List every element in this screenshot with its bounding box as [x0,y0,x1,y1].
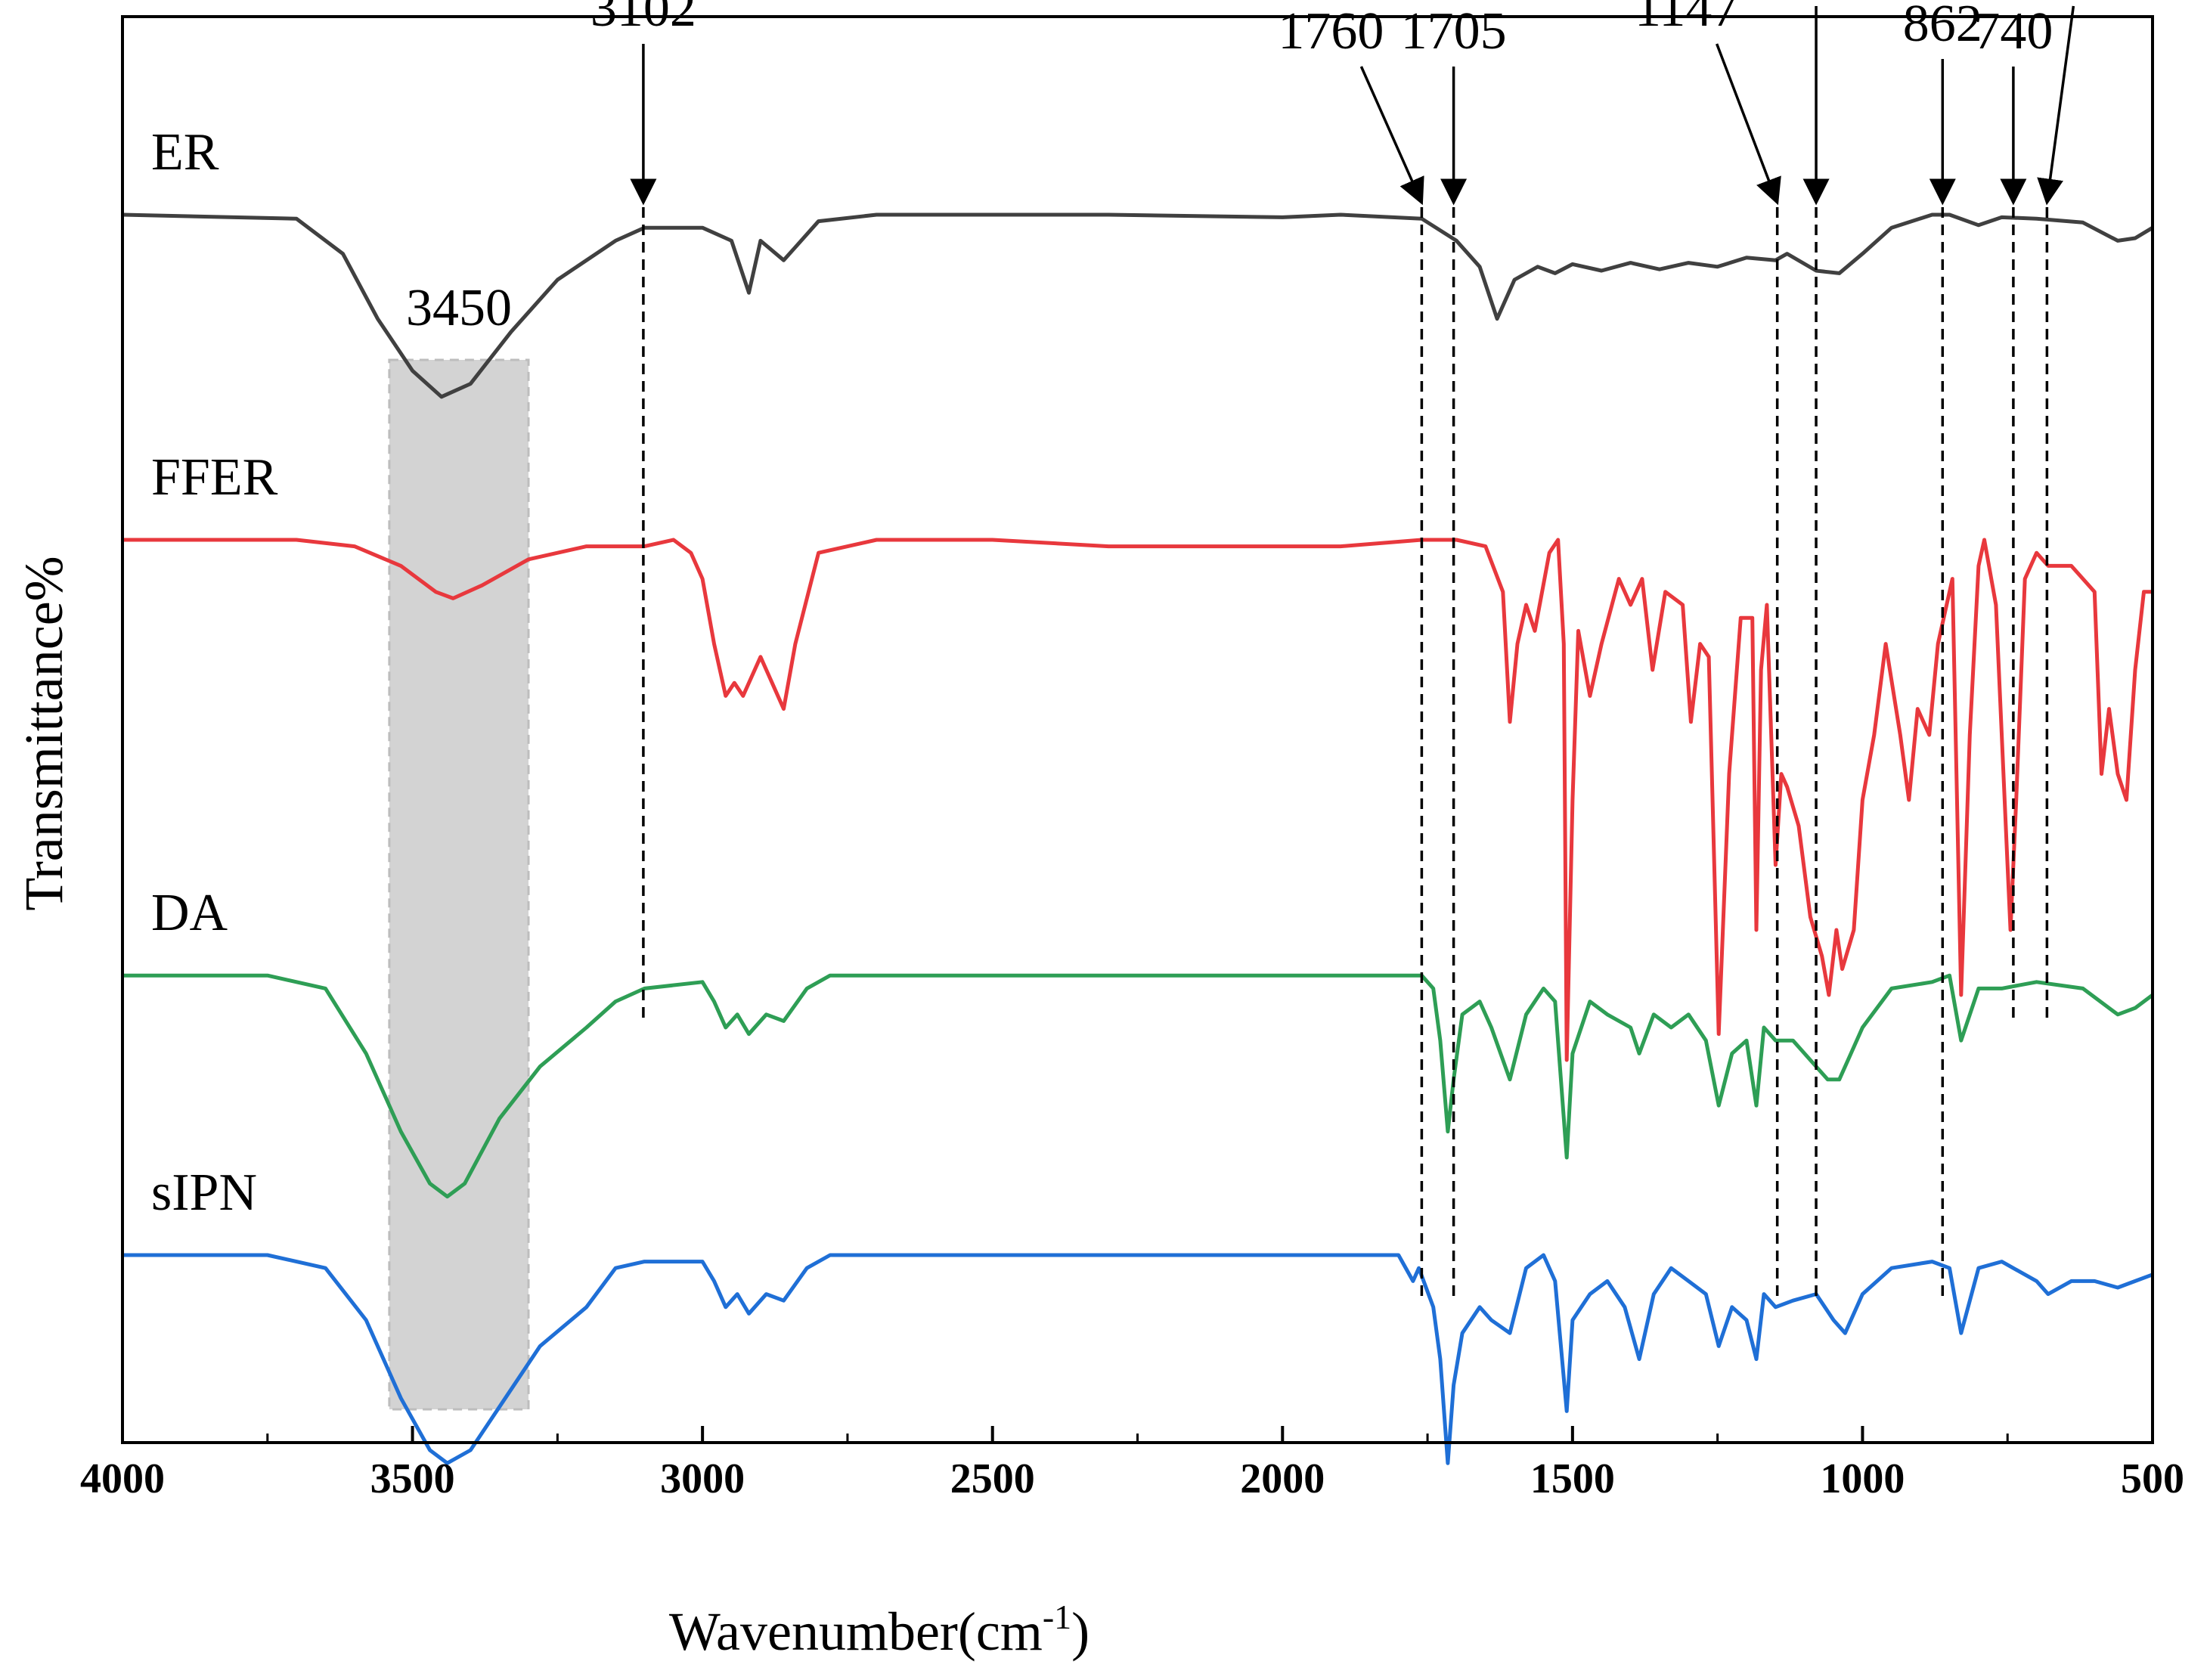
series-line-da [122,973,2154,1199]
highlight-band-layer: 3450 [388,279,530,1411]
axis-layer: 4000 3500 3000 2500 2000 1500 1000 500 [80,15,2184,1502]
series-label-er: ER [151,123,219,181]
x-tick-label-2000: 2000 [1240,1455,1325,1502]
x-axis-title-main: Wavenumber(cm [669,1601,1043,1662]
series-label-da: DA [151,884,228,942]
highlight-band [388,358,530,1411]
x-tick-label-2500: 2500 [950,1455,1035,1502]
series-line-er [122,212,2154,399]
x-tick-label-3500: 3500 [370,1455,455,1502]
x-tick-label-500: 500 [2121,1455,2184,1502]
series-label-sipn: sIPN [151,1164,257,1222]
annotation-label-1760: 1760 [1278,2,1384,60]
series-layer: ER FFER DA sIPN [122,123,2154,1465]
annotation-label-1147: 1147 [1635,0,1738,38]
annotation-arrow-1147 [1716,43,1781,206]
annotation-label-740: 740 [1973,2,2053,60]
x-axis-title-close: ) [1071,1601,1090,1662]
x-tick-label-3000: 3000 [660,1455,745,1502]
annotation-arrow-682 [2037,5,2075,206]
annotation-label-862: 862 [1903,0,1982,53]
annotation-arrow-1760 [1359,66,1424,206]
highlight-band-label: 3450 [406,279,512,337]
series-label-ffer: FFER [151,448,278,507]
annotation-label-3102: 3102 [590,0,696,38]
annotation-label-1705: 1705 [1401,2,1507,60]
x-axis-title-sup: -1 [1043,1598,1071,1636]
series-line-sipn [122,1253,2153,1465]
y-axis-title: Transmittance% [14,556,74,910]
x-axis-title: Wavenumber(cm-1) [669,1598,1090,1662]
x-tick-label-4000: 4000 [80,1455,165,1502]
annotation-layer: 31021760170511471080862740682 [590,0,2075,1300]
x-tick-label-1000: 1000 [1820,1455,1905,1502]
x-tick-label-1500: 1500 [1530,1455,1615,1502]
series-line-ffer [122,538,2153,1062]
